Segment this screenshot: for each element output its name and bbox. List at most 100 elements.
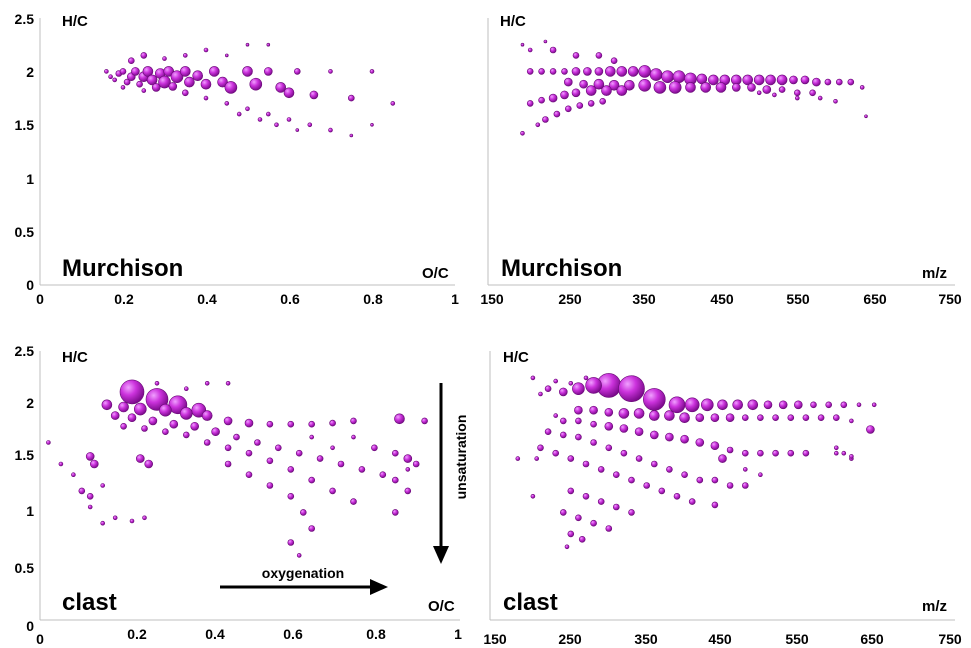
panel-bottom-right-x-ticks: 150 250 350 450 550 650 750	[483, 631, 962, 647]
data-point	[628, 476, 635, 484]
data-point	[329, 487, 336, 495]
data-point	[680, 434, 689, 444]
data-point	[717, 399, 728, 411]
data-point	[765, 74, 776, 86]
data-point	[225, 53, 229, 58]
data-point	[159, 403, 172, 417]
panel-top-left-points	[104, 42, 396, 138]
data-point	[849, 454, 854, 459]
data-point	[309, 90, 319, 100]
data-point	[224, 444, 232, 452]
data-point	[571, 67, 581, 76]
data-point	[46, 440, 51, 445]
data-point	[390, 101, 396, 106]
data-point	[710, 441, 720, 451]
data-point	[772, 449, 779, 457]
x-tick-label: 650	[863, 291, 887, 307]
data-point	[711, 476, 719, 484]
data-point	[642, 388, 666, 411]
data-point	[866, 425, 875, 434]
data-point	[351, 434, 356, 440]
data-point	[544, 385, 552, 393]
data-point	[421, 417, 428, 425]
data-point	[394, 413, 405, 425]
data-point	[134, 402, 147, 416]
data-point	[742, 467, 748, 472]
panel-label: Murchison	[501, 255, 622, 282]
data-point	[633, 408, 645, 419]
data-point	[538, 68, 545, 75]
data-point	[104, 69, 109, 74]
data-point	[120, 422, 127, 430]
data-point	[624, 80, 635, 91]
data-point	[136, 80, 143, 88]
x-tick-label: 450	[710, 291, 734, 307]
data-point	[123, 78, 131, 86]
data-point	[180, 66, 191, 77]
data-point	[753, 74, 765, 86]
data-point	[308, 476, 316, 484]
data-point	[594, 67, 604, 76]
data-point	[526, 100, 534, 107]
x-axis-label: m/z	[922, 265, 947, 282]
data-point	[612, 471, 620, 479]
data-point	[859, 85, 865, 90]
y-axis-label: H/C	[62, 349, 88, 366]
data-point	[638, 79, 652, 92]
data-point	[664, 410, 675, 421]
data-point	[224, 101, 230, 106]
data-point	[618, 375, 645, 403]
data-point	[307, 122, 313, 128]
data-point	[817, 95, 823, 101]
panel-top-left-x-ticks: 0 0.2 0.4 0.6 0.8 1	[36, 291, 459, 307]
x-tick-label: 0.8	[366, 626, 386, 642]
data-point	[725, 413, 735, 423]
data-point	[249, 77, 263, 91]
data-point	[192, 70, 203, 81]
data-point	[589, 405, 598, 415]
data-point	[100, 520, 105, 526]
data-point	[833, 99, 838, 104]
y-tick-label: 2.5	[15, 11, 35, 27]
data-point	[328, 127, 333, 133]
panel-top-right-points	[520, 39, 868, 136]
data-point	[741, 482, 749, 489]
panel-label: clast	[503, 589, 558, 616]
data-point	[575, 433, 582, 441]
panel-bottom-right-points	[515, 373, 877, 550]
data-point	[841, 450, 847, 456]
data-point	[825, 401, 833, 409]
x-tick-label: 1	[454, 626, 462, 642]
data-point	[847, 78, 855, 86]
data-point	[567, 455, 575, 462]
data-point	[535, 122, 541, 128]
data-point	[549, 46, 557, 54]
data-point	[695, 413, 705, 423]
data-point	[154, 380, 160, 386]
data-point	[142, 66, 154, 77]
data-point	[800, 75, 810, 85]
data-point	[864, 114, 868, 119]
data-point	[316, 455, 324, 462]
panel-bottom-left-points	[46, 379, 428, 558]
data-point	[257, 117, 263, 122]
data-point	[590, 519, 597, 527]
data-point	[263, 67, 273, 76]
y-axis-label: H/C	[503, 349, 529, 366]
x-axis-label: O/C	[428, 598, 455, 615]
data-point	[146, 74, 158, 86]
data-point	[534, 456, 540, 461]
data-point	[559, 431, 567, 439]
data-point	[162, 428, 169, 436]
y-tick-label: 0.5	[15, 560, 35, 576]
data-point	[58, 461, 64, 467]
data-point	[731, 83, 741, 92]
panel-bottom-left-y-ticks: 0 0.5 1 1.5 2 2.5	[15, 343, 35, 634]
data-point	[802, 449, 810, 457]
data-point	[583, 67, 592, 76]
data-point	[685, 82, 696, 93]
data-point	[571, 88, 581, 98]
data-point	[391, 449, 399, 457]
data-point	[666, 466, 673, 473]
